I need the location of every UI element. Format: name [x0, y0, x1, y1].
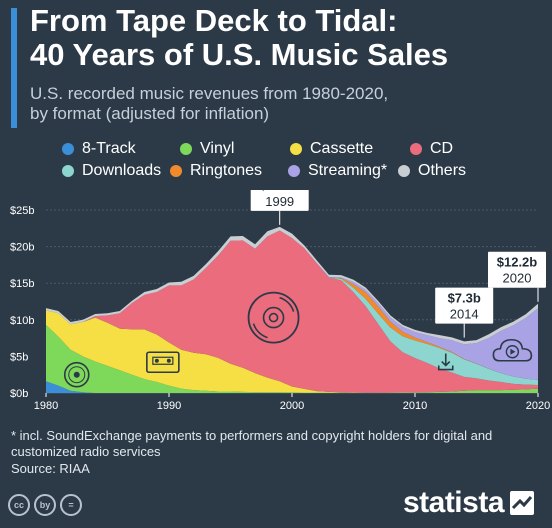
- series-area: [46, 230, 538, 393]
- annotation-box: [435, 287, 494, 324]
- legend-label: Vinyl: [200, 140, 235, 157]
- annotation-year: 1999: [265, 194, 294, 209]
- legend-label: Others: [418, 162, 467, 179]
- annotation-box: [488, 251, 546, 288]
- attribution-icon[interactable]: by: [34, 494, 56, 516]
- series-area: [46, 230, 538, 385]
- vinyl-record-icon: [63, 361, 90, 388]
- annotation-value: $22.7b: [259, 190, 300, 193]
- legend-swatch: [170, 165, 182, 177]
- annotation-box: [250, 190, 309, 211]
- legend-item: Vinyl: [180, 140, 290, 158]
- download-icon: [437, 353, 454, 371]
- compact-disc-icon: [247, 291, 300, 344]
- x-tick-label: 2010: [403, 400, 427, 412]
- area-chart: $0b $5b $10b $15b $20b $25b 1980 1990 2000 2010 20…: [10, 190, 550, 412]
- license-icons: cc by =: [8, 494, 82, 516]
- legend-swatch: [62, 165, 74, 177]
- statista-logo[interactable]: statista: [403, 486, 534, 520]
- x-tick-label: 1990: [157, 400, 181, 412]
- series-area: [46, 324, 538, 393]
- legend-item: Cassette: [290, 140, 410, 158]
- legend-item: Ringtones: [170, 162, 288, 180]
- accent-bar: [11, 8, 17, 128]
- streaming-cloud-icon: [492, 338, 533, 362]
- y-tick-label: $25b: [10, 205, 34, 217]
- legend-item: Streaming*: [288, 162, 398, 180]
- legend-item: 8-Track: [62, 140, 180, 158]
- legend-swatch: [180, 143, 192, 155]
- legend-item: CD: [410, 140, 510, 158]
- x-tick-label: 2020: [526, 400, 550, 412]
- source-note: Source: RIAA: [11, 461, 90, 476]
- subtitle-line-1: U.S. recorded music revenues from 1980-2…: [30, 84, 389, 103]
- cassette-icon: [146, 351, 180, 374]
- creative-commons-icon[interactable]: cc: [8, 494, 30, 516]
- legend-item: Downloads: [62, 162, 170, 180]
- annotation-year: 2020: [503, 271, 532, 286]
- subtitle-line-2: by format (adjusted for inflation): [30, 104, 270, 123]
- x-tick-label: 2000: [280, 400, 304, 412]
- legend-swatch: [290, 143, 302, 155]
- y-tick-label: $15b: [10, 278, 34, 290]
- annotation-year: 2014: [450, 307, 479, 322]
- x-tick-label: 1980: [34, 400, 58, 412]
- no-derivatives-icon[interactable]: =: [60, 494, 82, 516]
- y-tick-label: $20b: [10, 242, 34, 254]
- legend-swatch: [288, 165, 300, 177]
- legend-label: Cassette: [310, 140, 374, 157]
- legend-swatch: [62, 143, 74, 155]
- annotation-value: $7.3b: [448, 291, 481, 306]
- y-tick-label: $10b: [10, 315, 34, 327]
- title-line-1: From Tape Deck to Tidal:: [30, 3, 398, 38]
- chart-title: From Tape Deck to Tidal: 40 Years of U.S…: [30, 4, 448, 72]
- legend-item: Others: [398, 162, 498, 180]
- legend-swatch: [398, 165, 410, 177]
- series-area: [46, 230, 538, 380]
- chart-legend: 8-Track Vinyl Cassette CD Downloads Ringtones…: [62, 140, 542, 180]
- legend-label: Ringtones: [190, 162, 263, 179]
- y-tick-label: $5b: [10, 351, 28, 363]
- legend-label: Downloads: [82, 162, 162, 179]
- legend-label: CD: [430, 140, 454, 157]
- y-tick-label: $0b: [10, 388, 28, 400]
- chart-subtitle: U.S. recorded music revenues from 1980-2…: [30, 84, 388, 124]
- title-line-2: 40 Years of U.S. Music Sales: [30, 37, 449, 72]
- footnote: * incl. SoundExchange payments to perfor…: [11, 428, 493, 459]
- brand-wordmark: statista: [402, 486, 505, 519]
- legend-label: Streaming*: [308, 162, 388, 179]
- annotation-value: $12.2b: [497, 255, 538, 270]
- legend-swatch: [410, 143, 422, 155]
- legend-label: 8-Track: [82, 140, 136, 157]
- statista-mark-icon: [510, 491, 534, 515]
